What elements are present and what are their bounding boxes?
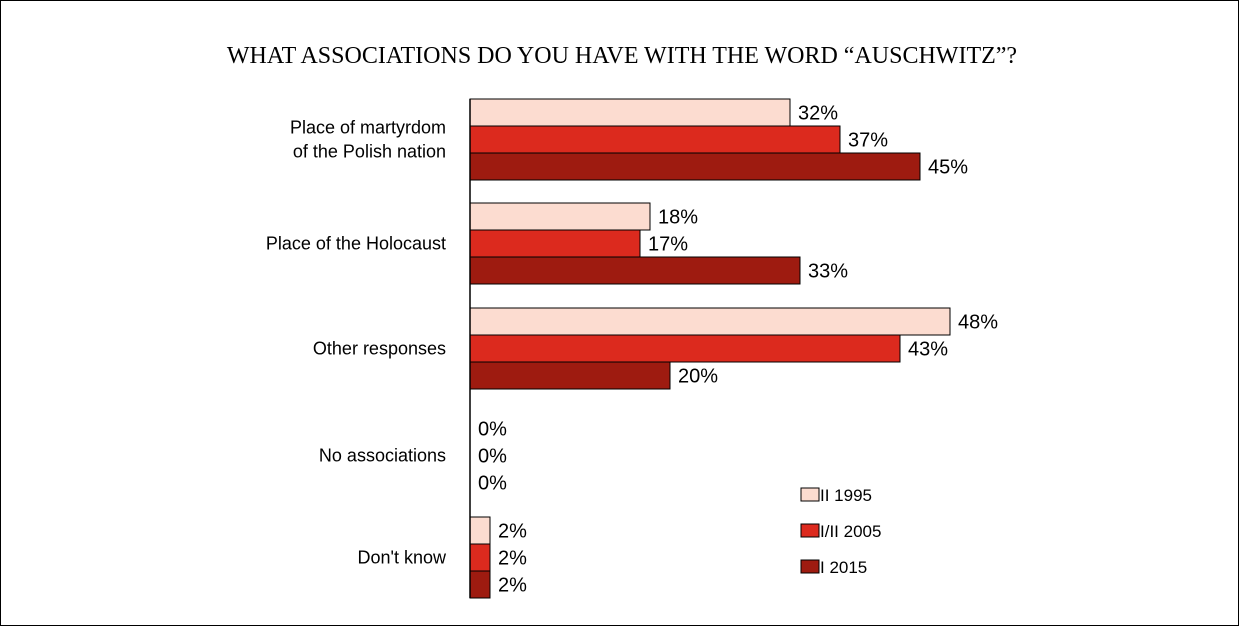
value-label-2-1: 43% <box>908 339 948 361</box>
bar-1-1 <box>469 229 641 258</box>
value-label-4-0: 2% <box>498 521 527 543</box>
bars-layer <box>469 98 951 599</box>
legend-label-1: I/II 2005 <box>820 522 881 541</box>
value-label-0-0: 32% <box>798 103 838 125</box>
category-label-1-0: Place of the Holocaust <box>266 234 446 254</box>
bar-2-1 <box>469 334 901 363</box>
category-label-2-0: Other responses <box>313 339 446 359</box>
bar-0-2 <box>469 152 921 181</box>
bar-1-0 <box>469 202 651 231</box>
legend-swatch-1 <box>800 523 820 538</box>
value-labels-layer: 32% 37% 45% 18% 17% 33% 48% 43% 20% 0% 0% 0% 2% 2% 2% <box>478 103 998 597</box>
bar-4-0 <box>469 516 491 545</box>
bar-4-1 <box>469 543 491 572</box>
value-label-0-1: 37% <box>848 130 888 152</box>
legend-swatch-2 <box>800 559 820 574</box>
value-label-0-2: 45% <box>928 157 968 179</box>
bar-4-2 <box>469 570 491 599</box>
category-label-0-0: Place of martyrdom <box>290 118 446 138</box>
value-label-3-1: 0% <box>478 446 507 468</box>
category-label-4-0: Don't know <box>358 548 447 568</box>
value-label-4-1: 2% <box>498 548 527 570</box>
value-label-1-2: 33% <box>808 261 848 283</box>
bar-2-2 <box>469 361 671 390</box>
bar-1-2 <box>469 256 801 285</box>
value-label-1-1: 17% <box>648 234 688 256</box>
value-label-1-0: 18% <box>658 207 698 229</box>
category-labels-layer: Place of martyrdom of the Polish nation Pl… <box>266 118 447 568</box>
legend: II 1995 I/II 2005 I 2015 <box>800 486 881 577</box>
value-label-2-2: 20% <box>678 366 718 388</box>
value-label-2-0: 48% <box>958 312 998 334</box>
legend-label-2: I 2015 <box>820 558 867 577</box>
value-label-3-2: 0% <box>478 473 507 495</box>
chart-title: WHAT ASSOCIATIONS DO YOU HAVE WITH THE W… <box>227 43 1017 69</box>
bar-0-1 <box>469 125 841 154</box>
bar-2-0 <box>469 307 951 336</box>
legend-swatch-0 <box>800 487 820 502</box>
category-label-0-1: of the Polish nation <box>293 142 446 162</box>
legend-label-0: II 1995 <box>820 486 872 505</box>
category-label-3-0: No associations <box>319 446 446 466</box>
bar-0-0 <box>469 98 791 127</box>
value-label-4-2: 2% <box>498 575 527 597</box>
value-label-3-0: 0% <box>478 419 507 441</box>
